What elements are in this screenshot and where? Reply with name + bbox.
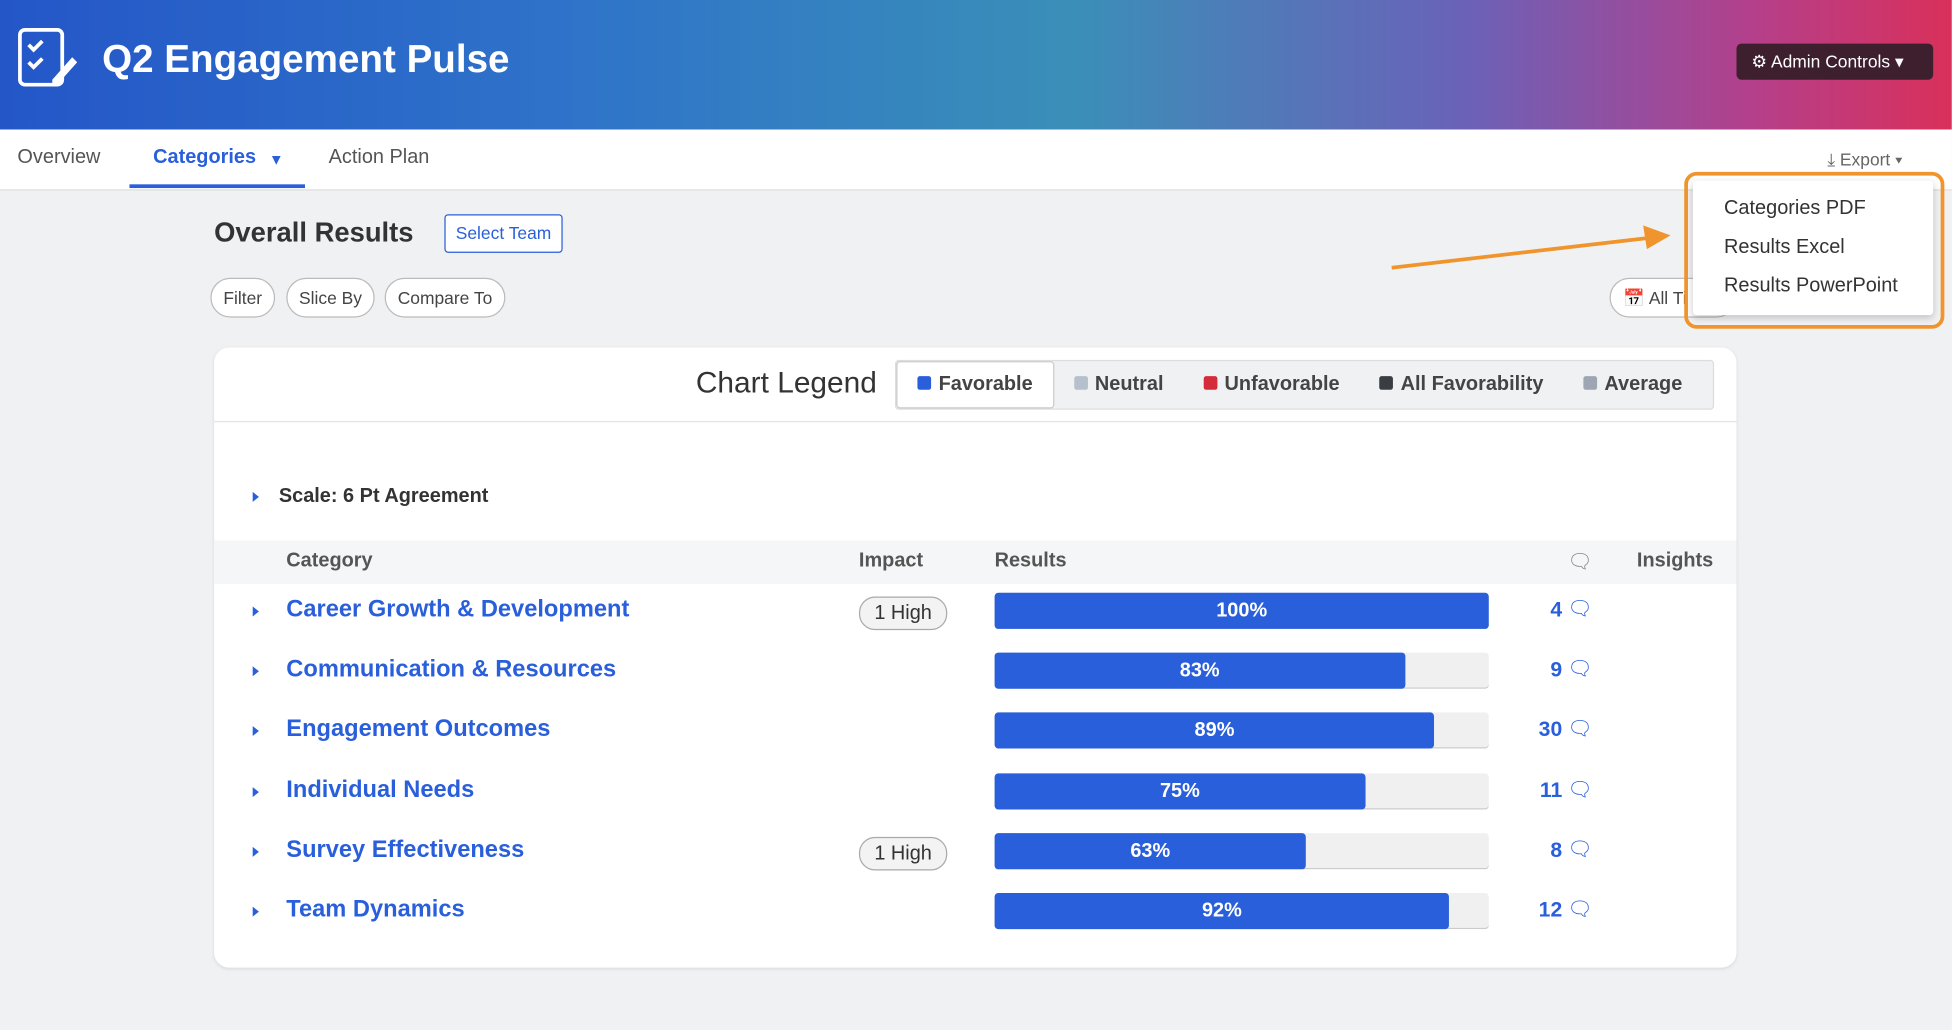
nav-tab[interactable]: Overview	[17, 146, 101, 169]
legend-title: Chart Legend	[695, 366, 877, 400]
category-link[interactable]: Survey Effectiveness	[286, 836, 525, 863]
legend-swatch	[1203, 376, 1218, 390]
menu-item[interactable]: Results Excel	[1724, 236, 1845, 258]
comment-icon: 🗨	[1567, 899, 1593, 921]
category-link[interactable]: Team Dynamics	[286, 896, 465, 923]
select-team[interactable]: Select Team	[444, 214, 563, 253]
result-label: 83%	[1179, 660, 1220, 682]
table-header	[214, 540, 1737, 585]
logo	[18, 28, 78, 87]
row-toggle[interactable]	[252, 606, 259, 617]
legend: Favorable Neutral Unfavorable All Favorabil…	[895, 359, 1715, 410]
result-bar: 63%	[994, 832, 1306, 870]
result-bar: 92%	[994, 892, 1450, 930]
legend-item[interactable]: All Favorability	[1360, 361, 1564, 408]
column-header: Results	[994, 550, 1067, 572]
comment-count[interactable]: 12	[1538, 897, 1563, 922]
comment-count[interactable]: 11	[1539, 777, 1563, 802]
scale-label: Scale: 6 Pt Agreement	[278, 485, 489, 507]
category-link[interactable]: Communication & Resources	[286, 656, 617, 683]
admin-button[interactable]: ⚙ Admin Controls ▾	[1736, 43, 1934, 80]
legend-swatch	[917, 376, 932, 390]
bar-track: 92%	[994, 892, 1489, 930]
comment-icon: 🗨	[1567, 659, 1593, 681]
tab-caret: ▼	[268, 150, 284, 169]
result-label: 92%	[1201, 900, 1242, 922]
menu-item[interactable]: Results PowerPoint	[1724, 275, 1898, 297]
nav-bar	[0, 129, 1952, 191]
time-label: All Ti	[1648, 287, 1687, 308]
legend-swatch	[1583, 376, 1597, 390]
result-label: 89%	[1194, 720, 1235, 742]
tab-underline	[129, 184, 305, 189]
result-bar: 75%	[994, 772, 1366, 810]
comment-icon: 🗨	[1567, 599, 1593, 621]
annotation-arrow	[1391, 225, 1671, 270]
legend-label: All Favorability	[1400, 373, 1544, 395]
comment-count[interactable]: 8	[1550, 837, 1563, 862]
comment-count[interactable]: 4	[1550, 597, 1563, 622]
filter-button[interactable]: Filter	[210, 277, 276, 318]
row-toggle[interactable]	[252, 786, 259, 797]
export-menu: Categories PDF Results Excel Results Power…	[1692, 180, 1934, 316]
row-toggle[interactable]	[252, 726, 259, 737]
legend-item[interactable]: Favorable	[896, 361, 1054, 409]
row-toggle[interactable]	[252, 846, 259, 857]
comment-icon: 🗨	[1567, 839, 1593, 861]
comment-icon: 🗨	[1567, 719, 1593, 741]
bar-track: 83%	[994, 652, 1489, 689]
menu-highlight	[1684, 171, 1945, 329]
comment-header-icon: 🗨	[1567, 551, 1593, 573]
column-header: Insights	[1636, 550, 1714, 572]
category-link[interactable]: Career Growth & Development	[286, 596, 630, 623]
filter-button[interactable]: Compare To	[384, 277, 506, 318]
menu-item[interactable]: Categories PDF	[1724, 198, 1866, 220]
legend-item[interactable]: Neutral	[1054, 361, 1184, 408]
legend-label: Unfavorable	[1224, 373, 1340, 395]
row-toggle[interactable]	[252, 666, 259, 677]
impact-badge: 1 High	[858, 596, 948, 631]
result-label: 100%	[1216, 600, 1268, 622]
result-bar: 89%	[994, 712, 1435, 749]
section-title: Overall Results	[214, 216, 414, 248]
export-label: Export	[1839, 149, 1891, 170]
category-link[interactable]: Engagement Outcomes	[286, 716, 551, 743]
nav-tab[interactable]: Categories	[153, 146, 257, 169]
result-label: 75%	[1159, 780, 1200, 802]
legend-swatch	[1379, 376, 1394, 390]
category-link[interactable]: Individual Needs	[286, 776, 475, 803]
legend-label: Neutral	[1094, 373, 1164, 395]
result-bar: 83%	[994, 652, 1405, 689]
bar-track: 75%	[994, 772, 1489, 810]
app-title: Q2 Engagement Pulse	[102, 37, 510, 81]
result-label: 63%	[1130, 840, 1171, 862]
bar-track: 63%	[994, 832, 1489, 870]
legend-swatch	[1073, 376, 1088, 390]
card-divider	[214, 420, 1737, 423]
comment-icon: 🗨	[1567, 779, 1593, 801]
impact-badge: 1 High	[858, 836, 948, 871]
legend-label: Average	[1604, 373, 1683, 395]
legend-item[interactable]: Average	[1563, 361, 1702, 408]
header-bar	[0, 0, 1952, 130]
nav-tab[interactable]: Action Plan	[328, 146, 430, 169]
admin-label: Admin Controls	[1770, 51, 1891, 71]
column-header: Category	[286, 550, 373, 572]
row-toggle[interactable]	[252, 906, 259, 917]
comment-count[interactable]: 30	[1538, 717, 1563, 742]
result-bar: 100%	[994, 592, 1489, 629]
scale-toggle[interactable]	[252, 491, 259, 502]
filter-button[interactable]: Slice By	[286, 277, 375, 318]
bar-track: 89%	[994, 712, 1489, 749]
legend-item[interactable]: Unfavorable	[1183, 361, 1359, 408]
legend-label: Favorable	[938, 373, 1033, 395]
column-header: Impact	[858, 550, 924, 572]
bar-track: 100%	[994, 592, 1489, 629]
export-button[interactable]: ⤓ Export ▾	[1827, 149, 1903, 170]
comment-count[interactable]: 9	[1550, 657, 1563, 682]
